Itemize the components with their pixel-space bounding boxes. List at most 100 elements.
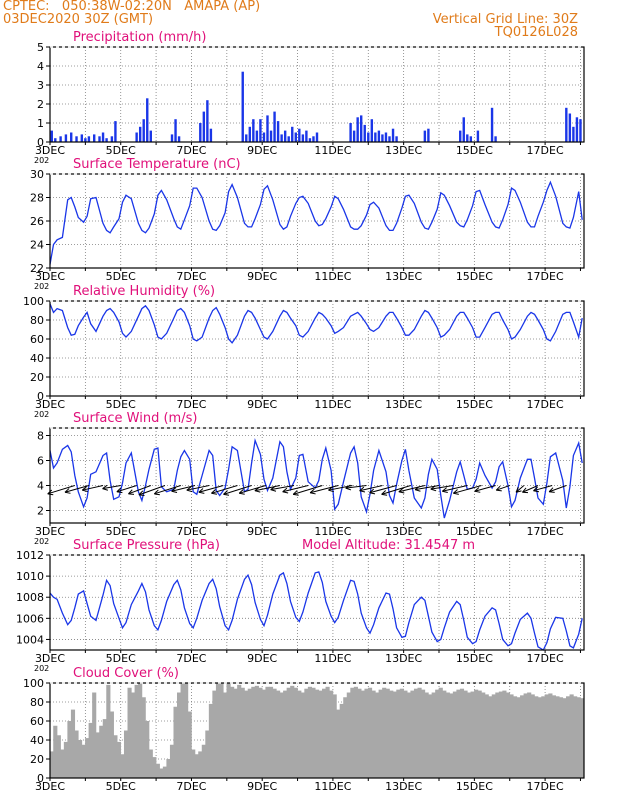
precip-bar: [64, 134, 68, 142]
wind-arrow-head: [369, 488, 375, 494]
precip-bar: [209, 128, 213, 142]
panel-frame: [49, 46, 585, 143]
cloud-bar: [371, 690, 376, 778]
precip-bar: [427, 128, 430, 142]
cloud-bar: [410, 690, 415, 778]
y-tick-label: 6: [37, 455, 44, 468]
precip-bar: [423, 130, 427, 142]
x-tick-label: 5DEC: [106, 270, 136, 283]
wind-arrow-head: [171, 490, 178, 493]
cloud-bar: [509, 694, 514, 778]
x-tick-label: 7DEC: [176, 144, 206, 157]
x-tick-label: 17DEC: [527, 270, 564, 283]
wind-arrow-head: [186, 489, 193, 493]
wind-arrow-head: [522, 487, 527, 493]
cloud-bar: [106, 684, 111, 778]
cloud-bar: [311, 687, 316, 778]
cloud-bar: [208, 703, 213, 778]
x-tick-label: 3DEC: [35, 144, 65, 157]
cloud-bar: [413, 688, 419, 778]
cloud-bar: [392, 691, 397, 778]
x-tick-label: 15DEC: [456, 525, 493, 538]
cloud-bar: [523, 693, 528, 778]
wind-arrow-shaft: [430, 485, 454, 490]
x-tick-label: 5DEC: [106, 398, 136, 411]
precip-bar: [177, 136, 181, 142]
cloud-bar: [551, 695, 557, 778]
series-line: [49, 180, 583, 265]
cloud-bar: [445, 692, 450, 778]
precip-bar: [266, 115, 269, 142]
cloud-bar: [283, 690, 288, 778]
y-tick-label: 2: [37, 505, 44, 518]
precip-bar: [568, 113, 572, 142]
precip-bar: [312, 136, 315, 142]
cloud-bar: [233, 688, 238, 778]
y-tick-label: 0: [37, 772, 44, 785]
cloud-bar: [530, 694, 535, 778]
y-tick-label: 1008: [16, 591, 44, 604]
precip-bar: [93, 134, 96, 142]
precip-bar: [579, 119, 582, 142]
precip-bar: [87, 136, 91, 142]
wind-vector: [238, 485, 266, 495]
precip-bar: [276, 121, 280, 142]
cloud-bar: [102, 719, 107, 778]
cloud-bar: [304, 688, 309, 778]
wind-vector: [430, 485, 454, 492]
cloud-bar: [300, 692, 305, 778]
y-tick-label: 0: [37, 390, 44, 403]
x-tick-label: 7DEC: [176, 652, 206, 665]
wind-arrow-head: [474, 487, 480, 492]
cloud-bar: [268, 686, 274, 778]
wind-arrow-head: [223, 490, 228, 495]
wind-arrow-head: [254, 490, 261, 493]
cloud-bar: [166, 759, 171, 778]
cloud-bar: [466, 692, 472, 778]
x-tick-label: 3DEC: [35, 525, 65, 538]
precip-bar: [135, 132, 138, 142]
y-tick-label: 100: [23, 295, 44, 308]
cloud-bar: [421, 689, 426, 778]
cloud-bar: [396, 689, 401, 778]
wind-arrow-head: [82, 489, 88, 493]
wind-arrow-shaft: [270, 485, 295, 491]
precip-bar: [70, 132, 73, 142]
wind-arrow-shaft: [398, 485, 425, 493]
cloud-bar: [169, 744, 175, 778]
y-tick-label: 28: [30, 192, 44, 205]
wind-vector: [116, 485, 137, 494]
wind-arrow-head: [293, 493, 299, 496]
wind-arrow-shaft: [186, 485, 210, 491]
x-tick-label: 11DEC: [314, 270, 351, 283]
precip-bar: [352, 130, 356, 142]
cloud-bar: [138, 683, 143, 778]
precip-bar: [459, 130, 462, 142]
x-tick-label: 11DEC: [314, 652, 351, 665]
wind-arrow-head: [238, 489, 244, 494]
wind-arrow-shaft: [154, 485, 181, 495]
cloud-bar: [403, 690, 408, 778]
wind-arrow-shaft: [211, 485, 238, 494]
wind-arrow-head: [310, 492, 316, 495]
cloud-bar: [120, 754, 125, 778]
wind-arrow-head: [515, 490, 522, 493]
wind-arrow-head: [515, 486, 519, 493]
y-tick-label: 1004: [16, 633, 44, 646]
wind-vector: [64, 485, 90, 494]
wind-vector: [47, 485, 75, 496]
precip-bar: [395, 136, 398, 142]
y-tick-label: 4: [37, 480, 44, 493]
x-tick-label: 15DEC: [456, 652, 493, 665]
cloud-bar: [534, 696, 539, 778]
precip-bar: [146, 98, 149, 142]
wind-arrow-head: [171, 487, 177, 492]
wind-arrow-head: [211, 489, 216, 494]
cloud-bar: [276, 690, 281, 778]
wind-arrow-head: [328, 486, 334, 491]
wind-arrow-head: [430, 485, 436, 490]
precip-bar: [245, 134, 248, 142]
x-year-label: 202: [34, 537, 49, 546]
cloud-bar: [378, 689, 383, 778]
